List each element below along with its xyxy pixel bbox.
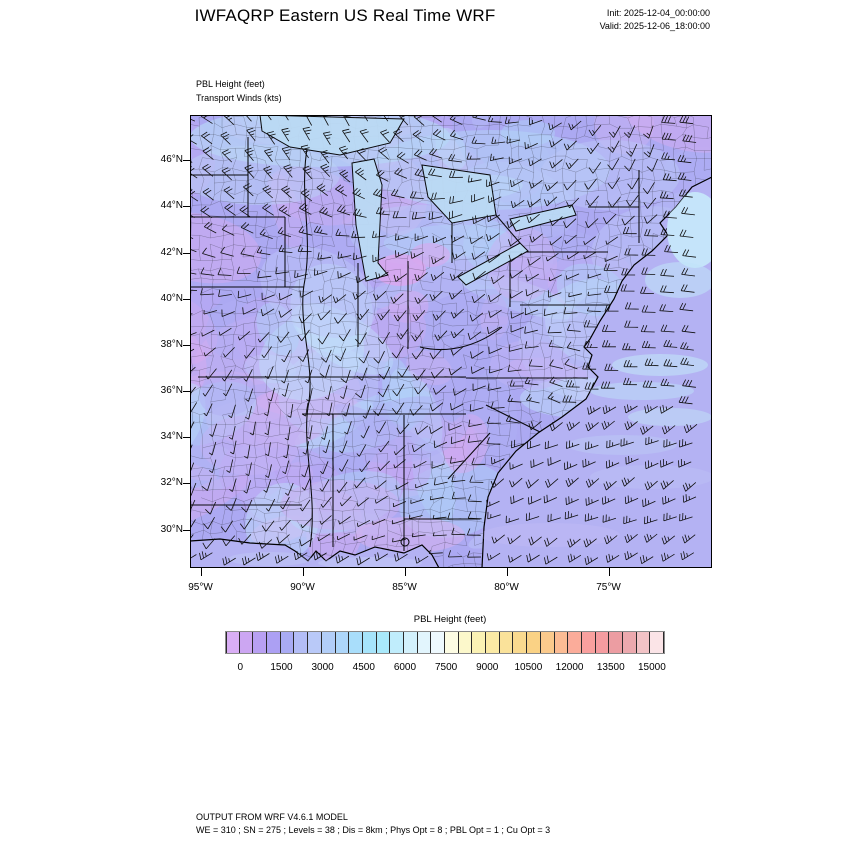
colorbar-tick-label: 7500 [434,662,458,673]
colorbar-cell [321,632,336,653]
colorbar-cell [239,632,254,653]
lat-label: 46°N [160,154,183,165]
colorbar-cell [294,632,309,653]
map-variable-labels: PBL Height (feet) Transport Winds (kts) [196,77,282,105]
lat-tick [183,529,190,531]
lat-label: 42°N [160,246,183,258]
lat-tick [183,437,190,438]
colorbar-cell [458,632,473,653]
colorbar-tick-label: 3000 [311,662,334,673]
colorbar-cell [349,632,363,653]
colorbar-tick-label: 0 [237,662,244,673]
colorbar-cell [554,632,569,653]
colorbar-cell [445,632,459,653]
colorbar-cell [636,632,651,653]
colorbar-tick-label: 15000 [637,662,666,673]
lat-tick [183,160,190,161]
lon-label: 75°W [596,582,621,593]
field-label: PBL Height (feet) [196,79,265,89]
colorbar-tick-label: 4500 [352,662,375,673]
page-title: IWFAQRP Eastern US Real Time WRF [194,6,496,25]
lat-label: 40°N [160,292,183,304]
colorbar [225,631,665,654]
colorbar-tick-label: 10500 [514,662,543,673]
lat-label: 30°N [160,523,183,535]
colorbar-cell [540,632,555,653]
lat-tick [183,252,190,254]
colorbar-cell [431,632,445,653]
colorbar-cell [390,632,404,653]
colorbar-cell [568,632,582,653]
colorbar-tick-label: 6000 [393,662,417,673]
lon-label: 85°W [392,582,417,593]
colorbar-cell [376,632,391,653]
lon-tick [404,568,406,576]
colorbar-title: PBL Height (feet) [413,614,487,625]
colorbar-cell [486,632,500,653]
lat-tick [183,206,190,207]
footer-line1: OUTPUT FROM WRF V4.6.1 MODEL [196,812,348,822]
great-lakes [259,114,577,547]
colorbar-cell [622,632,637,653]
colorbar-cell [609,632,623,653]
colorbar-cell [472,632,487,653]
lat-tick [183,344,190,346]
map-plot-area [178,106,713,569]
lon-label: 80°W [494,582,519,593]
run-times: Init: 2025-12-04_00:00:00 Valid: 2025-12… [490,7,710,32]
map-frame-border [190,115,712,568]
lat-tick [183,298,190,300]
lat-tick [183,483,190,484]
colorbar-tick-label: 12000 [555,662,584,673]
colorbar-cell [335,632,350,653]
colorbar-cell [308,632,322,653]
footer-line2: WE = 310 ; SN = 275 ; Levels = 38 ; Dis … [196,824,551,835]
winds-label: Transport Winds (kts) [196,93,282,103]
colorbar-cell [527,632,541,653]
lon-label: 90°W [290,582,315,593]
model-footer: OUTPUT FROM WRF V4.6.1 MODEL WE = 310 ; … [196,811,550,836]
lat-label: 36°N [160,385,183,396]
colorbar-cell [417,632,432,653]
colorbar-cell [650,632,664,653]
colorbar-cell [253,632,268,653]
lon-tick [200,568,202,576]
colorbar-cell [267,632,281,653]
lat-label: 32°N [160,477,183,488]
colorbar-cell [581,632,596,653]
lat-label: 34°N [160,431,183,442]
lon-tick [608,568,610,576]
lat-label: 38°N [160,338,183,350]
init-time-label: Init: 2025-12-04_00:00:00 [606,8,710,18]
lat-tick [183,391,190,392]
colorbar-cell [403,632,418,653]
valid-time-label: Valid: 2025-12-06_18:00:00 [599,20,710,31]
lon-tick [506,568,508,576]
lon-label: 95°W [188,582,213,593]
colorbar-cell [499,632,514,653]
colorbar-cell [513,632,528,653]
colorbar-cell [280,632,295,653]
colorbar-tick-label: 9000 [476,662,499,673]
colorbar-tick-label: 1500 [270,662,293,673]
colorbar-cell [226,632,240,653]
colorbar-cell [595,632,610,653]
colorbar-tick-label: 13500 [596,662,625,673]
map-plot [178,106,713,569]
lon-tick [302,568,304,576]
lat-label: 44°N [160,200,183,211]
colorbar-cell [362,632,377,653]
